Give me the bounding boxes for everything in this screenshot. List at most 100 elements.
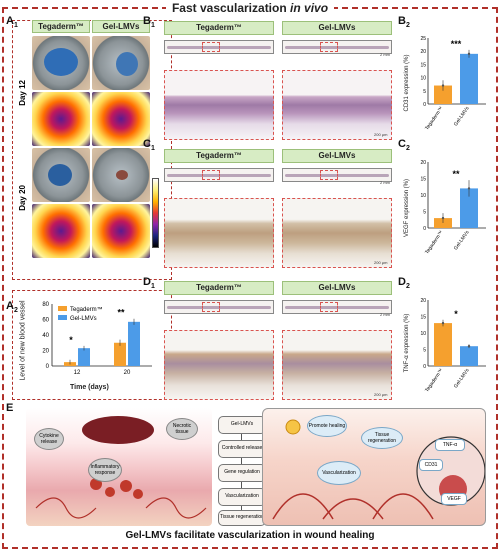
b2-ytick-label: 25 bbox=[420, 36, 426, 42]
c1-scale-big: 200 μm bbox=[374, 260, 388, 265]
d2-bar bbox=[460, 346, 478, 366]
c1-roi-gel bbox=[320, 170, 338, 180]
a2-bar bbox=[114, 342, 126, 366]
b1-roi-tegaderm bbox=[202, 42, 220, 52]
panel-label-d2: D2 bbox=[398, 276, 410, 291]
d2-ytick-label: 10 bbox=[420, 331, 426, 337]
day20-label: Day 20 bbox=[18, 185, 27, 211]
a2-xtick-label: 12 bbox=[74, 370, 81, 376]
chart-c2: 0 5 10 15 20 Tegaderm™ Gel-LMVs ** bbox=[420, 160, 486, 256]
panel-label-a1: A1 bbox=[6, 15, 18, 30]
c2-xtick-label: Gel-LMVs bbox=[453, 229, 471, 251]
d2-xtick-label: Tegaderm™ bbox=[424, 368, 445, 394]
a1-heat-tegaderm-d20 bbox=[32, 204, 90, 258]
d2-bar bbox=[434, 323, 452, 366]
panel-label-b2: B2 bbox=[398, 15, 410, 30]
vegf-marker: VEGF bbox=[441, 493, 467, 505]
b2-ytick-label: 10 bbox=[420, 76, 426, 82]
a2-legend-label: Tegaderm™ bbox=[70, 306, 103, 313]
a2-bar bbox=[78, 348, 90, 366]
figure-caption: Gel-LMVs facilitate vascularization in w… bbox=[125, 530, 375, 541]
d2-ytick-label: 20 bbox=[420, 298, 426, 304]
a2-significance: ** bbox=[117, 308, 125, 318]
flow-arrow-2 bbox=[241, 458, 242, 464]
flow-step-4: Vascularization bbox=[218, 488, 266, 506]
a2-significance: * bbox=[69, 335, 73, 345]
b1-header-gel: Gel-LMVs bbox=[282, 21, 392, 35]
d1-header-tegaderm: Tegaderm™ bbox=[164, 281, 274, 295]
tissue-regeneration-bubble: Tissue regeneration bbox=[361, 427, 403, 449]
a2-ytick-label: 0 bbox=[46, 364, 50, 370]
d2-ytick-label: 15 bbox=[420, 315, 426, 321]
b2-xtick-label: Gel-LMVs bbox=[453, 105, 471, 127]
day12-label: Day 12 bbox=[18, 80, 27, 106]
d1-roi-tegaderm bbox=[202, 302, 220, 312]
d1-header-gel: Gel-LMVs bbox=[282, 281, 392, 295]
a1-heat-gel-d12 bbox=[92, 92, 150, 146]
a2-legend-swatch bbox=[58, 315, 67, 320]
d2-data-point bbox=[441, 321, 445, 325]
a1-header-tegaderm: Tegaderm™ bbox=[32, 20, 90, 33]
b2-ytick-label: 15 bbox=[420, 62, 426, 68]
a2-xtick-label: 20 bbox=[124, 370, 131, 376]
inflammation-bubble: Inflammatory response bbox=[88, 458, 122, 482]
a2-legend-label: Gel-LMVs bbox=[70, 316, 97, 322]
panel-label-c1: C1 bbox=[143, 138, 155, 153]
c1-roi-tegaderm bbox=[202, 170, 220, 180]
a1-photo-tegaderm-d20 bbox=[32, 148, 90, 202]
flow-arrow-4 bbox=[241, 506, 242, 512]
a2-legend-swatch bbox=[58, 306, 67, 311]
d1-zoom-gel bbox=[282, 330, 392, 400]
c2-ytick-label: 20 bbox=[420, 160, 426, 166]
a2-xlabel: Time (days) bbox=[70, 384, 109, 391]
cytokine-bubble: Cytokine release bbox=[34, 428, 64, 450]
b2-ytick-label: 0 bbox=[423, 102, 426, 108]
d2-ylabel: TNF-α expression (%) bbox=[404, 313, 410, 373]
c2-bar bbox=[460, 188, 478, 228]
figure-title: Fast vascularization in vivo bbox=[0, 1, 500, 15]
b2-data-point bbox=[467, 52, 471, 56]
a2-ylabel: Level of new blood vessel bbox=[19, 300, 27, 381]
c1-scale-thin: 2 mm bbox=[380, 180, 390, 185]
schematic-healing-right: Promote healing Tissue regeneration Vasc… bbox=[262, 408, 486, 526]
b1-roi-gel bbox=[320, 42, 338, 52]
chart-b2: 0 5 10 15 20 25 Tegaderm™ Gel-LMVs *** bbox=[420, 36, 486, 131]
c1-header-tegaderm: Tegaderm™ bbox=[164, 149, 274, 163]
c2-significance: ** bbox=[452, 169, 460, 179]
b1-scale-big: 200 μm bbox=[374, 132, 388, 137]
b2-ylabel: CD31 expression (%) bbox=[404, 54, 410, 112]
b1-header-tegaderm: Tegaderm™ bbox=[164, 21, 274, 35]
c2-ytick-label: 15 bbox=[420, 177, 426, 183]
c2-ytick-label: 5 bbox=[423, 210, 426, 216]
cd31-marker: CD31 bbox=[419, 459, 443, 471]
b2-significance: *** bbox=[451, 39, 462, 49]
tnf-marker: TNF-α bbox=[435, 439, 465, 451]
a2-ytick-label: 20 bbox=[42, 349, 49, 355]
a2-ytick-label: 80 bbox=[42, 302, 49, 308]
panel-label-d1: D1 bbox=[143, 276, 155, 291]
a1-heat-tegaderm-d12 bbox=[32, 92, 90, 146]
flow-step-2: Controlled release bbox=[218, 440, 266, 458]
c1-zoom-gel bbox=[282, 198, 392, 268]
a2-ytick-label: 60 bbox=[42, 318, 49, 324]
a1-photo-gel-d12 bbox=[92, 36, 150, 90]
promote-healing-bubble: Promote healing bbox=[307, 415, 347, 437]
c1-header-gel: Gel-LMVs bbox=[282, 149, 392, 163]
panel-label-c2: C2 bbox=[398, 138, 410, 153]
a1-header-gel: Gel-LMVs bbox=[92, 20, 150, 33]
c2-ytick-label: 0 bbox=[423, 226, 426, 232]
a1-heat-gel-d20 bbox=[92, 204, 150, 258]
b2-bar bbox=[434, 85, 452, 104]
d2-data-point bbox=[467, 345, 471, 348]
c2-xtick-label: Tegaderm™ bbox=[424, 230, 445, 256]
d1-roi-gel bbox=[320, 302, 338, 312]
flow-arrow-3 bbox=[241, 482, 242, 488]
flow-step-3: Gene regulation bbox=[218, 464, 266, 482]
d2-ytick-label: 5 bbox=[423, 348, 426, 354]
d1-zoom-tegaderm bbox=[164, 330, 274, 400]
c2-ytick-label: 10 bbox=[420, 193, 426, 199]
a2-ytick-label: 40 bbox=[42, 333, 49, 339]
d1-scale-thin: 2 mm bbox=[380, 312, 390, 317]
a2-bar bbox=[128, 321, 140, 366]
b1-zoom-gel bbox=[282, 70, 392, 140]
